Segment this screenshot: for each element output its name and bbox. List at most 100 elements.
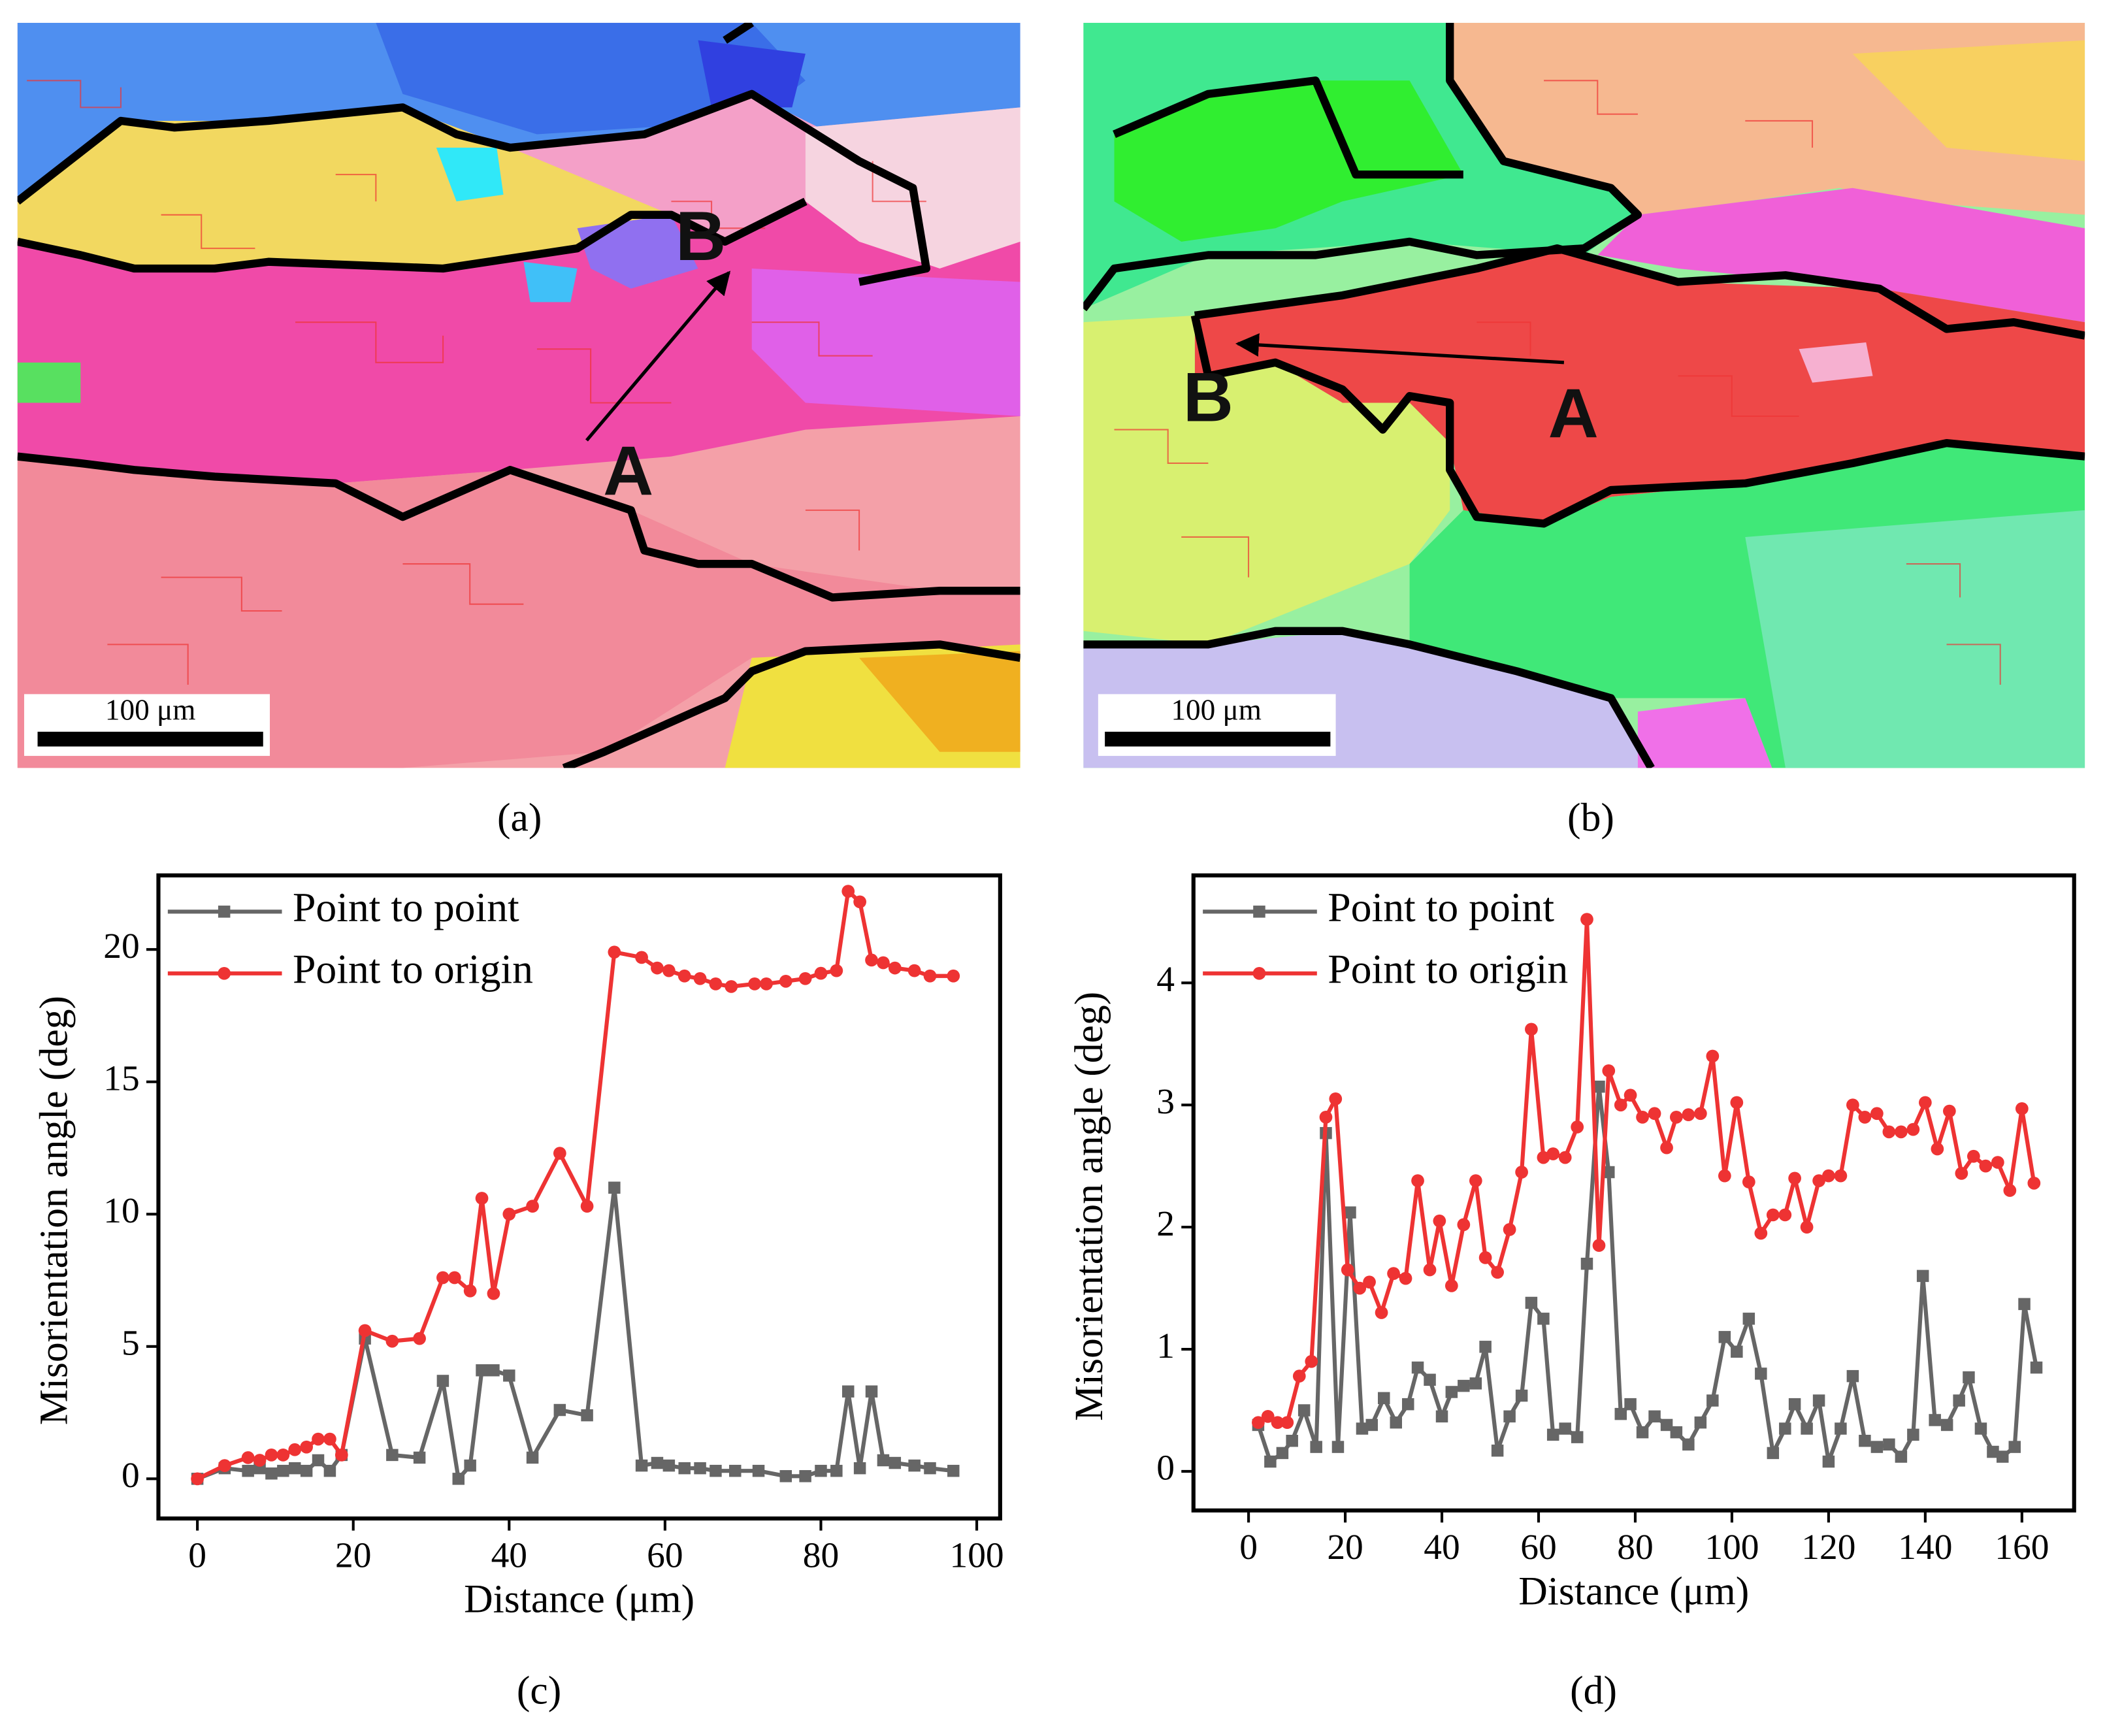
- marker: [1614, 1098, 1627, 1112]
- marker: [1593, 1080, 1605, 1093]
- x-tick-label: 140: [1898, 1528, 1952, 1567]
- marker: [1537, 1151, 1550, 1164]
- marker: [1755, 1368, 1767, 1380]
- marker: [1592, 1239, 1606, 1253]
- x-tick-label: 0: [188, 1535, 206, 1575]
- marker: [1767, 1447, 1780, 1460]
- marker: [413, 1451, 426, 1464]
- marker: [1996, 1450, 2009, 1463]
- marker: [1682, 1108, 1695, 1122]
- marker: [1694, 1416, 1707, 1429]
- x-tick-label: 160: [1995, 1528, 2049, 1567]
- marker: [242, 1464, 254, 1477]
- marker: [323, 1464, 336, 1477]
- marker: [1682, 1438, 1695, 1451]
- marker: [1503, 1223, 1516, 1236]
- x-tick-label: 0: [1239, 1528, 1258, 1567]
- marker: [677, 969, 691, 983]
- legend-label: Point to origin: [1328, 945, 1568, 992]
- marker: [1778, 1208, 1792, 1222]
- marker: [678, 1462, 691, 1475]
- y-tick-label: 4: [1156, 960, 1175, 1000]
- marker: [1445, 1386, 1458, 1398]
- marker: [907, 964, 921, 977]
- marker: [1423, 1263, 1437, 1277]
- marker: [799, 1470, 811, 1482]
- marker: [1424, 1373, 1436, 1386]
- marker: [1883, 1438, 1895, 1451]
- marker: [1858, 1111, 1872, 1124]
- marker: [1469, 1174, 1482, 1187]
- marker: [277, 1464, 289, 1477]
- marker: [1261, 1409, 1275, 1423]
- marker: [1991, 1156, 2004, 1169]
- x-axis-label: Distance (μm): [464, 1577, 694, 1622]
- marker: [1580, 913, 1593, 926]
- marker: [710, 1464, 722, 1477]
- marker: [1281, 1416, 1294, 1430]
- caption: (c): [517, 1668, 561, 1712]
- marker: [1963, 1371, 1975, 1384]
- marker: [1411, 1361, 1424, 1374]
- marker: [694, 1462, 706, 1475]
- marker: [635, 951, 648, 964]
- marker: [1800, 1220, 1814, 1234]
- marker: [1730, 1096, 1744, 1109]
- marker: [1636, 1426, 1649, 1439]
- marker: [335, 1449, 348, 1462]
- marker: [1906, 1122, 1920, 1136]
- marker: [1546, 1428, 1559, 1441]
- marker: [1433, 1214, 1446, 1228]
- marker: [218, 966, 231, 980]
- marker: [841, 885, 855, 898]
- marker: [448, 1271, 461, 1285]
- marker: [1571, 1431, 1584, 1443]
- marker: [1503, 1410, 1516, 1423]
- marker: [1525, 1023, 1538, 1036]
- x-tick-label: 60: [647, 1535, 683, 1575]
- marker: [693, 972, 707, 985]
- marker: [265, 1449, 278, 1462]
- marker: [1822, 1169, 1835, 1183]
- marker: [1399, 1271, 1412, 1285]
- caption: (b): [1567, 796, 1614, 840]
- marker: [1731, 1345, 1743, 1358]
- marker: [1329, 1092, 1343, 1105]
- x-tick-label: 80: [803, 1535, 839, 1575]
- marker: [288, 1443, 302, 1456]
- marker: [2008, 1441, 2021, 1453]
- marker: [1648, 1410, 1661, 1423]
- marker: [1252, 966, 1266, 980]
- marker: [276, 1449, 290, 1462]
- marker: [300, 1464, 313, 1477]
- marker: [1310, 1441, 1322, 1453]
- marker: [452, 1473, 465, 1485]
- marker: [908, 1459, 921, 1472]
- marker: [877, 956, 890, 970]
- scale-bar-label: 100 μm: [105, 694, 195, 727]
- marker: [2030, 1361, 2043, 1374]
- marker: [503, 1369, 515, 1382]
- marker: [1580, 1257, 1593, 1270]
- marker: [1706, 1049, 1720, 1063]
- y-tick-label: 3: [1156, 1082, 1175, 1122]
- marker: [1742, 1313, 1755, 1325]
- marker: [1515, 1389, 1528, 1402]
- marker: [725, 980, 738, 993]
- marker: [1571, 1120, 1584, 1134]
- marker: [709, 977, 723, 991]
- y-tick-label: 0: [122, 1456, 140, 1496]
- marker: [385, 1334, 399, 1348]
- x-tick-label: 120: [1801, 1528, 1855, 1567]
- marker: [1546, 1147, 1560, 1160]
- marker: [1375, 1306, 1388, 1319]
- marker: [1846, 1098, 1859, 1112]
- scale-bar-label: 100 μm: [1171, 694, 1261, 727]
- marker: [1822, 1455, 1835, 1468]
- marker: [608, 1181, 621, 1194]
- x-tick-label: 100: [949, 1535, 1004, 1575]
- point-label: A: [603, 432, 653, 510]
- marker: [1559, 1422, 1571, 1435]
